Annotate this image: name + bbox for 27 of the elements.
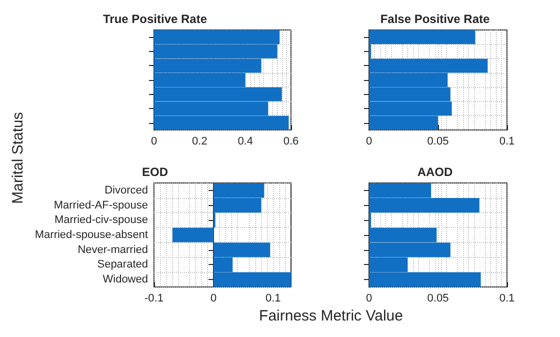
y-tick-label: Widowed (102, 274, 148, 286)
x-tick-label: 0 (366, 292, 372, 304)
x-tick-label: -0.1 (144, 292, 164, 304)
x-tick-label: 0.2 (192, 136, 208, 148)
x-tick-label: 0 (210, 292, 217, 304)
chart-title: True Positive Rate (102, 12, 208, 26)
x-tick-label: 0.6 (283, 136, 299, 148)
y-tick-label: Married-AF-spouse (54, 199, 148, 212)
x-tick-label: 0 (366, 136, 372, 148)
x-tick-label: 0.1 (499, 136, 515, 148)
x-axis-title: Fairness Metric Value (259, 308, 403, 324)
x-tick-label: 0.1 (265, 292, 281, 304)
y-tick-label: Divorced (104, 184, 148, 196)
chart-title: EOD (142, 165, 168, 179)
x-tick-label: 0 (150, 136, 158, 148)
x-tick-label: 0.05 (427, 136, 449, 148)
chart-title: False Positive Rate (380, 12, 490, 26)
y-tick-label: Separated (97, 258, 148, 271)
bar (172, 228, 214, 242)
y-axis-title: Marital Status (10, 112, 26, 204)
chart-title: AAOD (417, 165, 453, 179)
x-tick-label: 0.4 (238, 136, 253, 148)
y-tick-label: Married-civ-spouse (54, 214, 148, 226)
x-tick-label: 0.05 (427, 292, 449, 304)
x-tick-label: 0.1 (499, 292, 515, 304)
y-tick-label: Married-spouse-absent (34, 229, 148, 241)
y-tick-label: Never-married (78, 244, 148, 256)
